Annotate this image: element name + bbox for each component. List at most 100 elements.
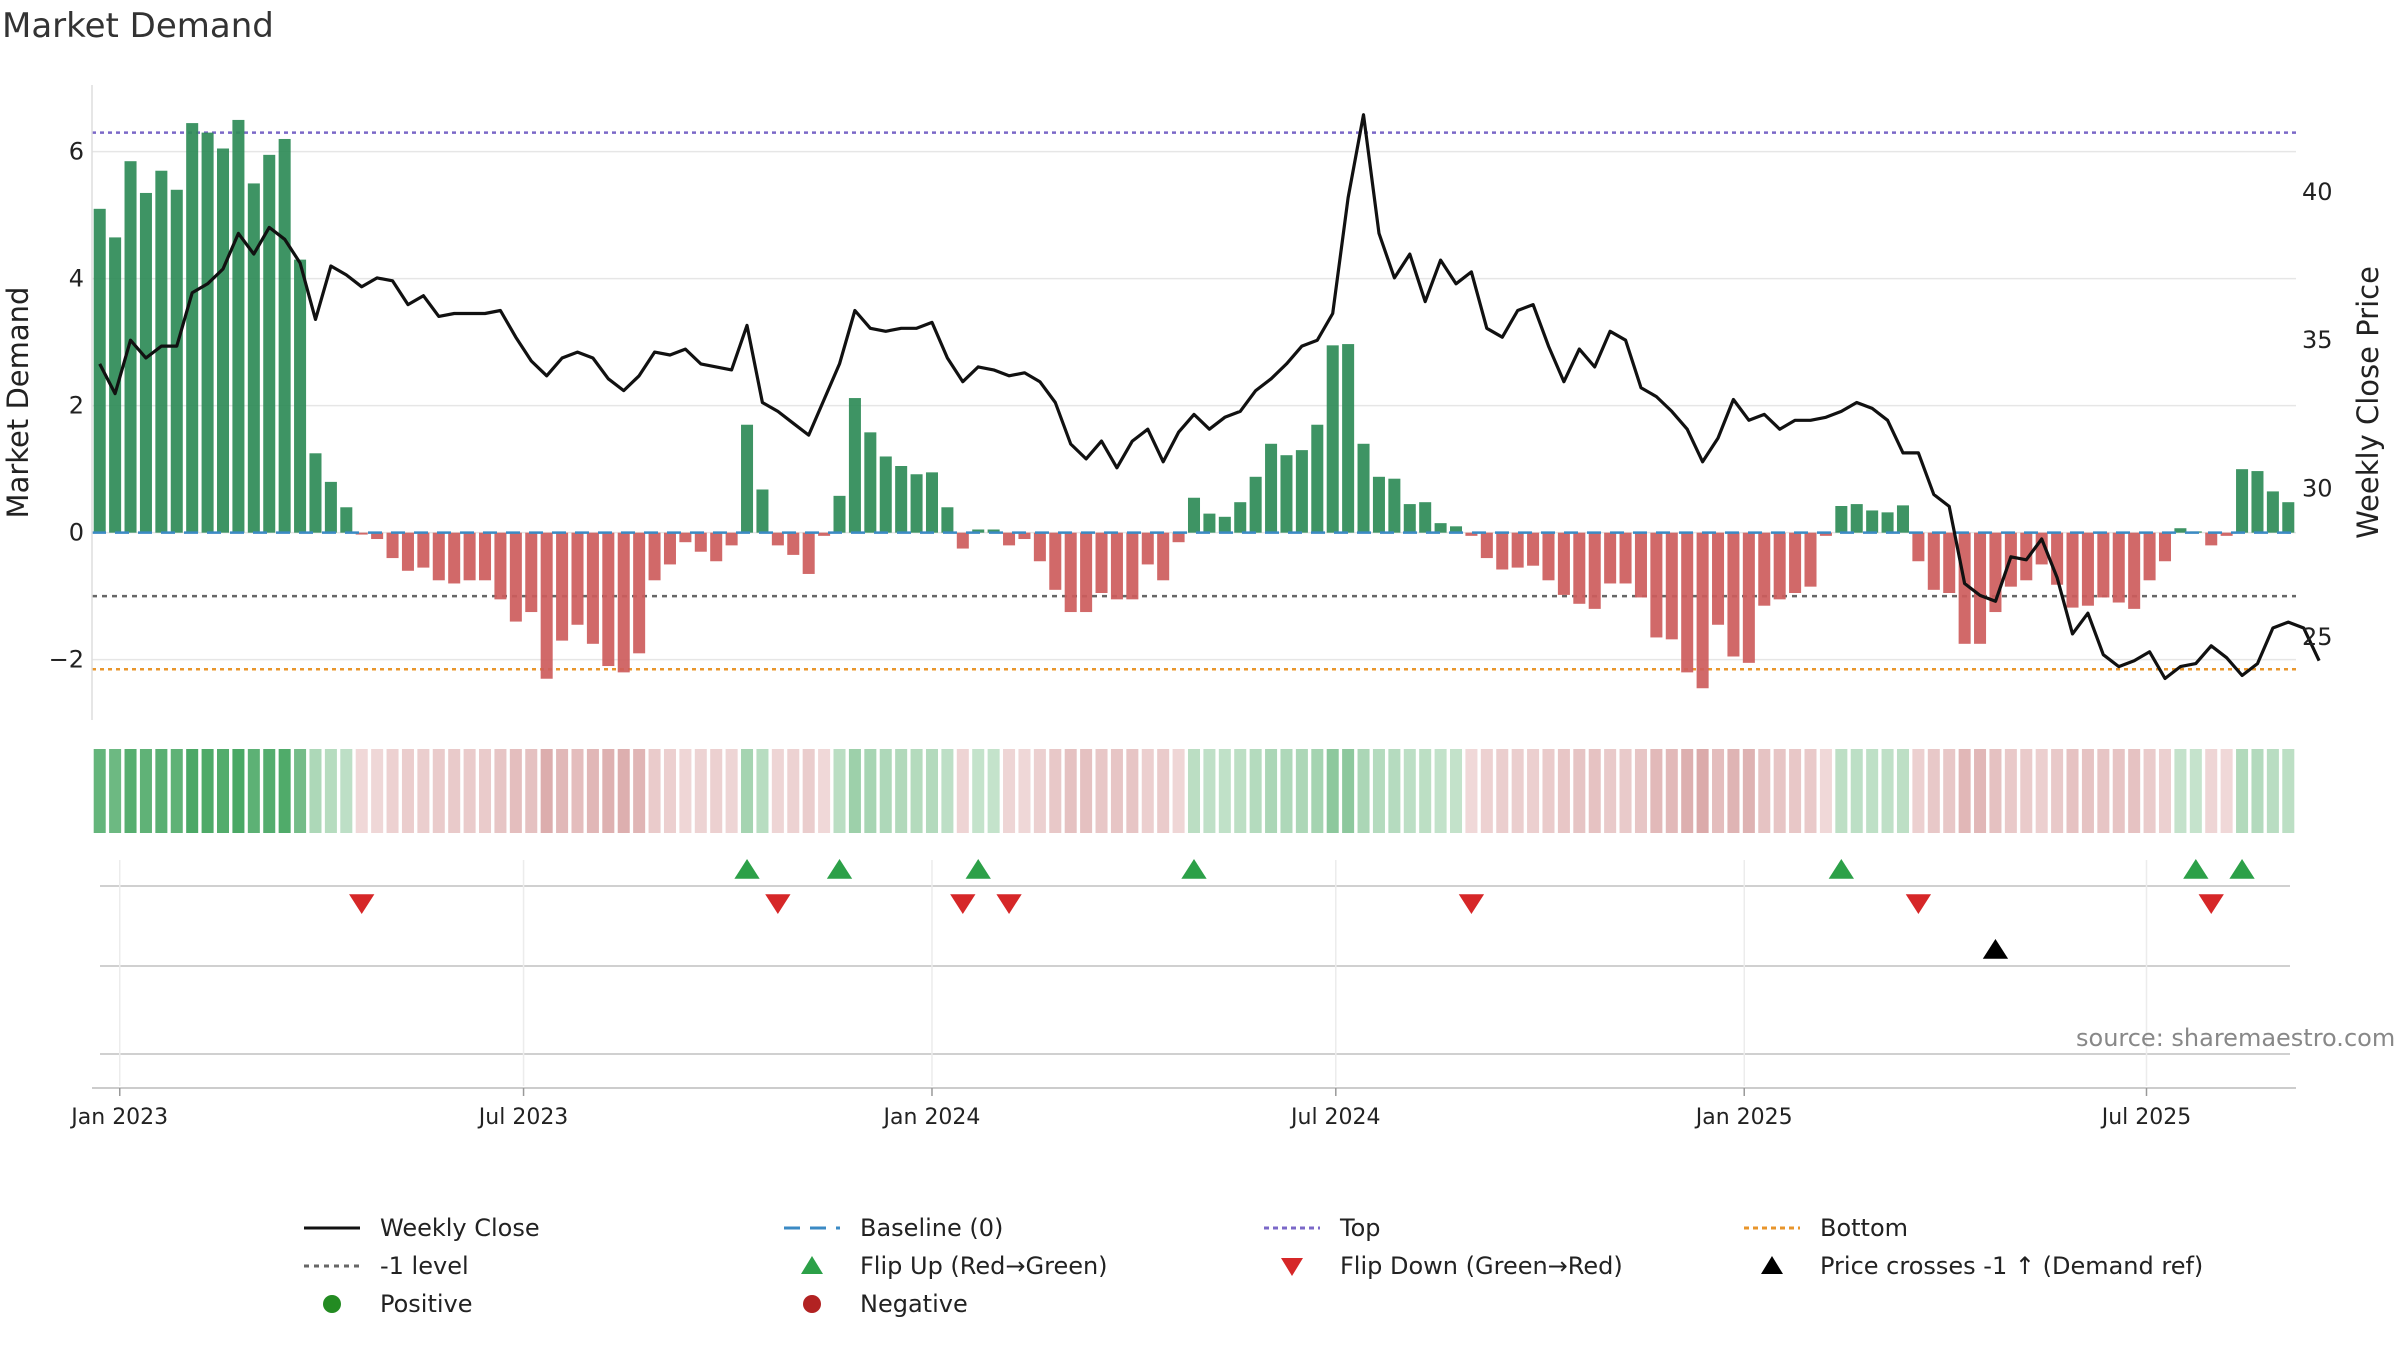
x-tick-label: Jan 2023 [69, 1105, 168, 1130]
reference-lines-layer [92, 131, 2296, 671]
demand-bar [1835, 506, 1848, 533]
strip-cell [1018, 749, 1031, 833]
legend-item-bottom: Bottom [1740, 1210, 1908, 1246]
demand-bar [1650, 532, 1663, 638]
strip-cell [1804, 749, 1817, 833]
strip-cell [1604, 749, 1617, 833]
strip-cell [1650, 749, 1663, 833]
weekly-close-line [98, 113, 2321, 681]
demand-bar [1619, 532, 1632, 584]
flipup-swatch-icon [801, 1256, 823, 1274]
strip-cell [1311, 749, 1324, 833]
demand-bar [109, 237, 122, 533]
legend-label: Flip Up (Red→Green) [860, 1252, 1108, 1280]
strip-cell [294, 749, 307, 833]
strip-cell [1203, 749, 1216, 833]
strip-cell [309, 749, 322, 833]
demand-bar [741, 424, 754, 533]
strip-cell [617, 749, 630, 833]
strip-cell [340, 749, 353, 833]
demand-bar [1434, 523, 1447, 533]
strip-cell [802, 749, 815, 833]
flip-down-marker [950, 894, 976, 914]
top-swatch-icon [1264, 1226, 1320, 1230]
strip-cell [1742, 749, 1755, 833]
demand-bar [1727, 532, 1740, 657]
demand-bar [1172, 532, 1185, 543]
demand-bar [2236, 469, 2249, 533]
demand-bar [1357, 443, 1370, 533]
strip-cell [1141, 749, 1154, 833]
source-text: source: sharemaestro.com [2076, 1024, 2396, 1052]
legend-item-flipdown: Flip Down (Green→Red) [1260, 1248, 1623, 1284]
strip-cell [2004, 749, 2017, 833]
y-tick-label-right: 40 [2302, 178, 2333, 206]
flip-up-marker [1828, 859, 1854, 879]
strip-cell [1912, 749, 1925, 833]
demand-bar [1912, 532, 1925, 562]
demand-bar [1573, 532, 1586, 604]
strip-cell [2143, 749, 2156, 833]
demand-bar [1234, 502, 1247, 533]
strip-cell [895, 749, 908, 833]
strip-cell [124, 749, 137, 833]
strip-cell [278, 749, 291, 833]
strip-cell [1218, 749, 1231, 833]
flip-up-marker [734, 859, 760, 879]
strip-cell [848, 749, 861, 833]
strip-cell [463, 749, 476, 833]
strip-cell [2158, 749, 2172, 833]
strip-cell [2205, 749, 2218, 833]
legend-label: Positive [380, 1290, 473, 1318]
strip-cell [2174, 749, 2187, 833]
demand-bar [1804, 532, 1817, 587]
strip-cell [1465, 749, 1478, 833]
strip-cell [771, 749, 784, 833]
strip-cell [1727, 749, 1740, 833]
strip-cell [2051, 749, 2064, 833]
cross-swatch-icon [1761, 1256, 1783, 1274]
demand-bar [1450, 526, 1463, 533]
strip-cell [2020, 749, 2033, 833]
strip-cell [602, 749, 615, 833]
strip-cell [833, 749, 846, 833]
strip-cell [787, 749, 800, 833]
strip-cell [1958, 749, 1971, 833]
demand-bar [1311, 424, 1324, 533]
strip-cell [355, 749, 368, 833]
strip-cell [525, 749, 538, 833]
strip-cell [725, 749, 738, 833]
demand-bar [1665, 532, 1678, 640]
demand-bar [1218, 516, 1231, 533]
y-tick-label-left: 6 [69, 138, 84, 166]
strip-cell [1542, 749, 1555, 833]
demand-bar [1033, 532, 1046, 562]
demand-bar [910, 474, 923, 533]
strip-cell [1172, 749, 1185, 833]
demand-bar [139, 192, 152, 533]
strip-cell [556, 749, 569, 833]
demand-bar [1511, 532, 1524, 568]
legend: Weekly Close Baseline (0) Top Bottom -1 leve… [300, 1210, 2250, 1330]
demand-bar [1018, 532, 1031, 540]
demand-bar [386, 532, 399, 559]
demand-bar [1157, 532, 1170, 581]
legend-label: -1 level [380, 1252, 469, 1280]
bottom-swatch-icon [1744, 1226, 1800, 1230]
demand-bar [201, 132, 214, 533]
demand-bar [1604, 532, 1617, 584]
strip-cell [663, 749, 676, 833]
demand-bar [2282, 502, 2295, 533]
y-axis-label-left: Market Demand [1, 287, 35, 519]
flip-down-marker [2198, 894, 2224, 914]
demand-bar [1141, 532, 1154, 565]
demand-bar [463, 532, 476, 581]
axis-layer: −2 0 2 4 6 25 30 35 40 Market Demand Weekly Close … [1, 85, 2385, 720]
demand-bar [2097, 532, 2110, 598]
legend-label: Weekly Close [380, 1214, 540, 1242]
demand-bar [1974, 532, 1987, 644]
strip-cell [216, 749, 230, 833]
strip-cell [509, 749, 522, 833]
demand-bar [941, 507, 954, 533]
strip-cell [1773, 749, 1786, 833]
